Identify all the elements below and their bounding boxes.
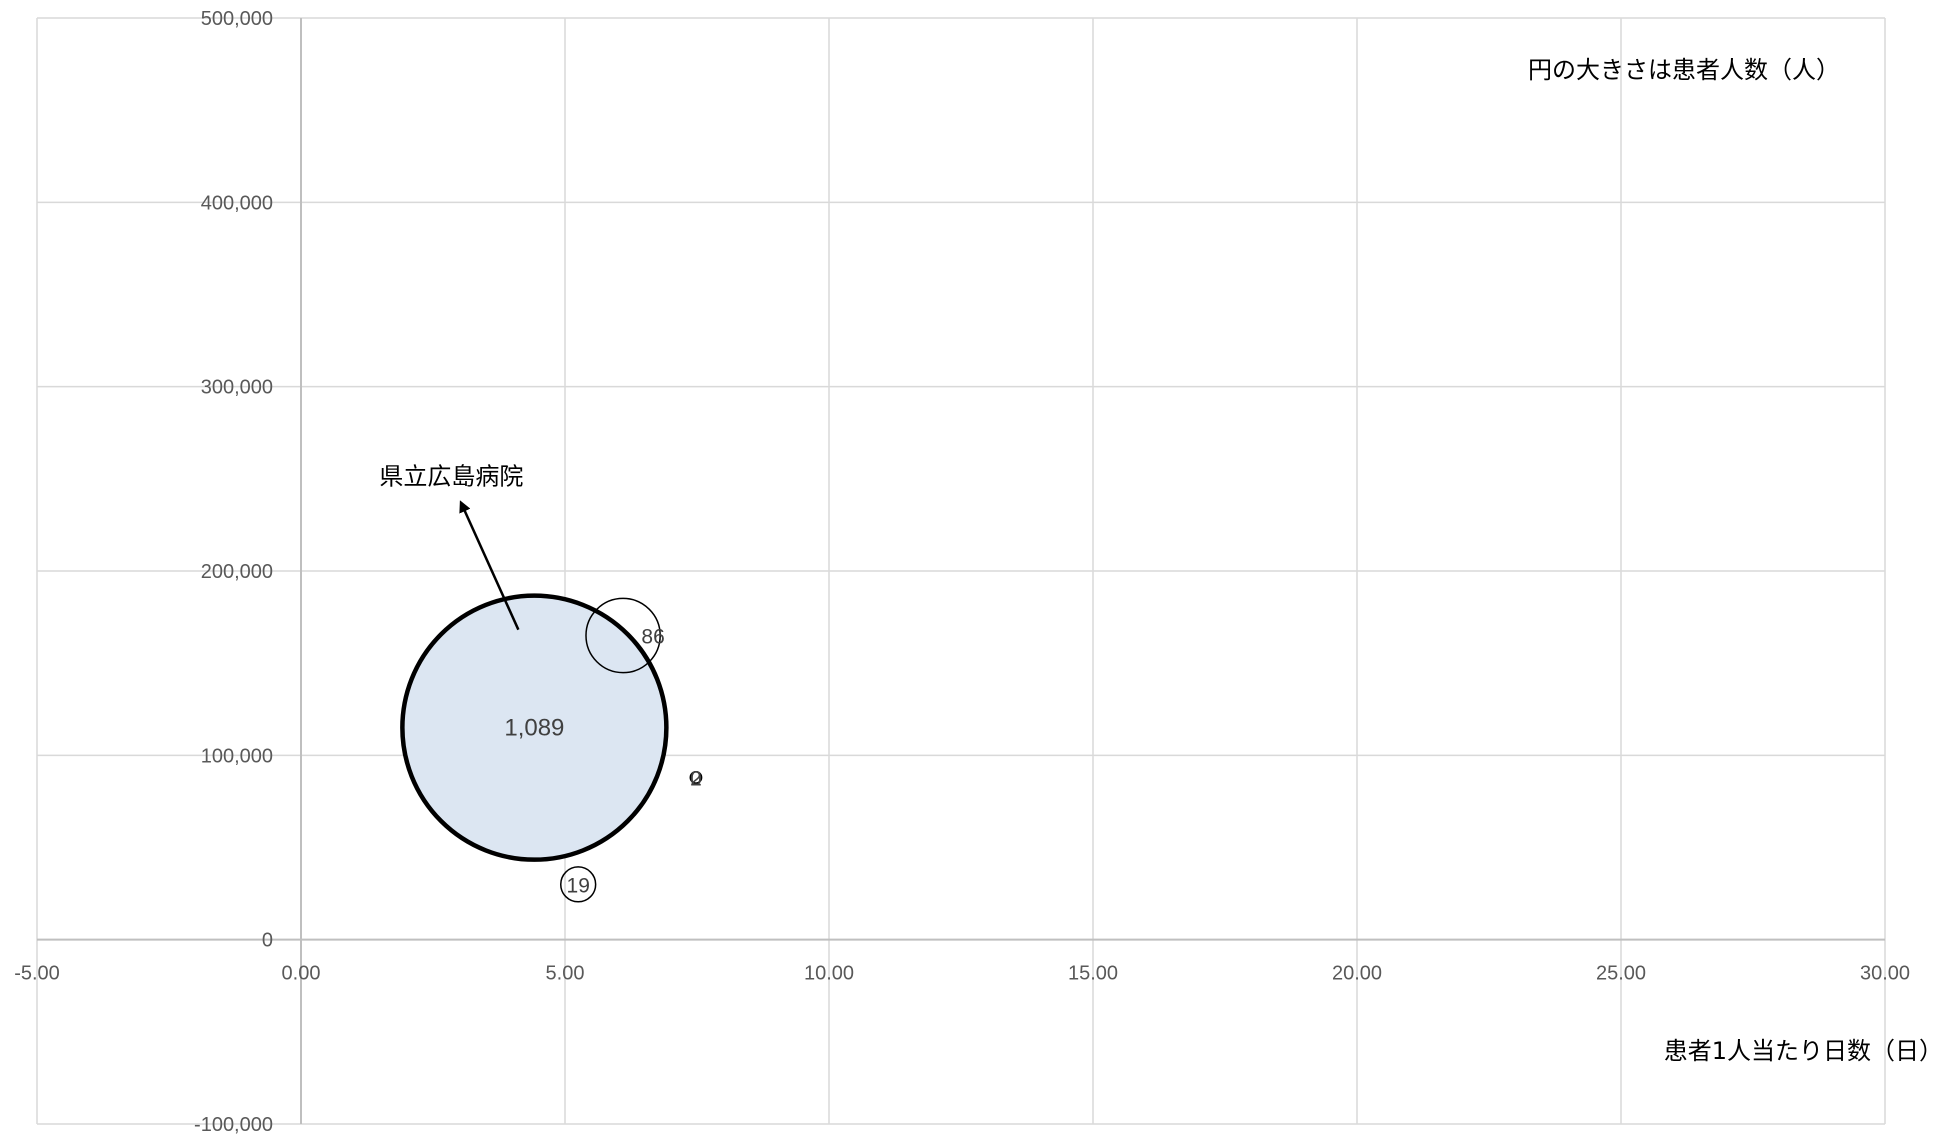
gridlines <box>36 17 1886 1125</box>
annotation-hospital-label: 県立広島病院 <box>379 463 523 491</box>
y-tick-label: 400,000 <box>201 192 273 214</box>
annotation-arrow <box>459 500 520 631</box>
data-labels: 1,089 86 19 02 <box>504 626 701 898</box>
bubble-data-label-1: 86 <box>641 626 664 649</box>
bubble-data-label-3: 0 <box>690 767 702 790</box>
axes <box>37 18 1885 1124</box>
y-tick-label: 300,000 <box>201 377 273 399</box>
x-tick-label: 0.00 <box>282 963 321 985</box>
y-tick-label: 200,000 <box>201 561 273 583</box>
bubble-data-label-2: 19 <box>567 874 590 897</box>
x-axis-title: 患者1人当たり日数（日） <box>1664 1037 1943 1065</box>
x-tick-label: 5.00 <box>546 963 585 985</box>
bubble-point-1 <box>585 597 661 674</box>
bubble-data-label-4: 2 <box>690 767 702 790</box>
bubble-data-label-0: 1,089 <box>504 715 564 742</box>
y-tick-label: -100,000 <box>194 1114 273 1134</box>
x-tick-label: 15.00 <box>1068 963 1118 985</box>
bubble-point-2 <box>560 866 597 903</box>
tick-labels: -5.00 0.00 5.00 10.00 15.00 20.00 25.00 30.00 -1… <box>14 8 1910 1134</box>
x-tick-label: 30.00 <box>1860 963 1910 985</box>
x-tick-label: 25.00 <box>1596 963 1646 985</box>
annotation: 県立広島病院 <box>379 463 523 631</box>
x-tick-label: 20.00 <box>1332 963 1382 985</box>
y-tick-label: 0 <box>262 930 273 952</box>
x-tick-label: -5.00 <box>14 963 60 985</box>
bubbles <box>400 593 703 903</box>
bubble-size-note: 円の大きさは患者人数（人） <box>1528 56 1840 84</box>
x-tick-label: 10.00 <box>804 963 854 985</box>
y-tick-label: 100,000 <box>201 745 273 767</box>
y-tick-label: 500,000 <box>201 8 273 30</box>
bubble-point-4 <box>689 771 703 784</box>
bubble-point-0 <box>400 593 669 862</box>
